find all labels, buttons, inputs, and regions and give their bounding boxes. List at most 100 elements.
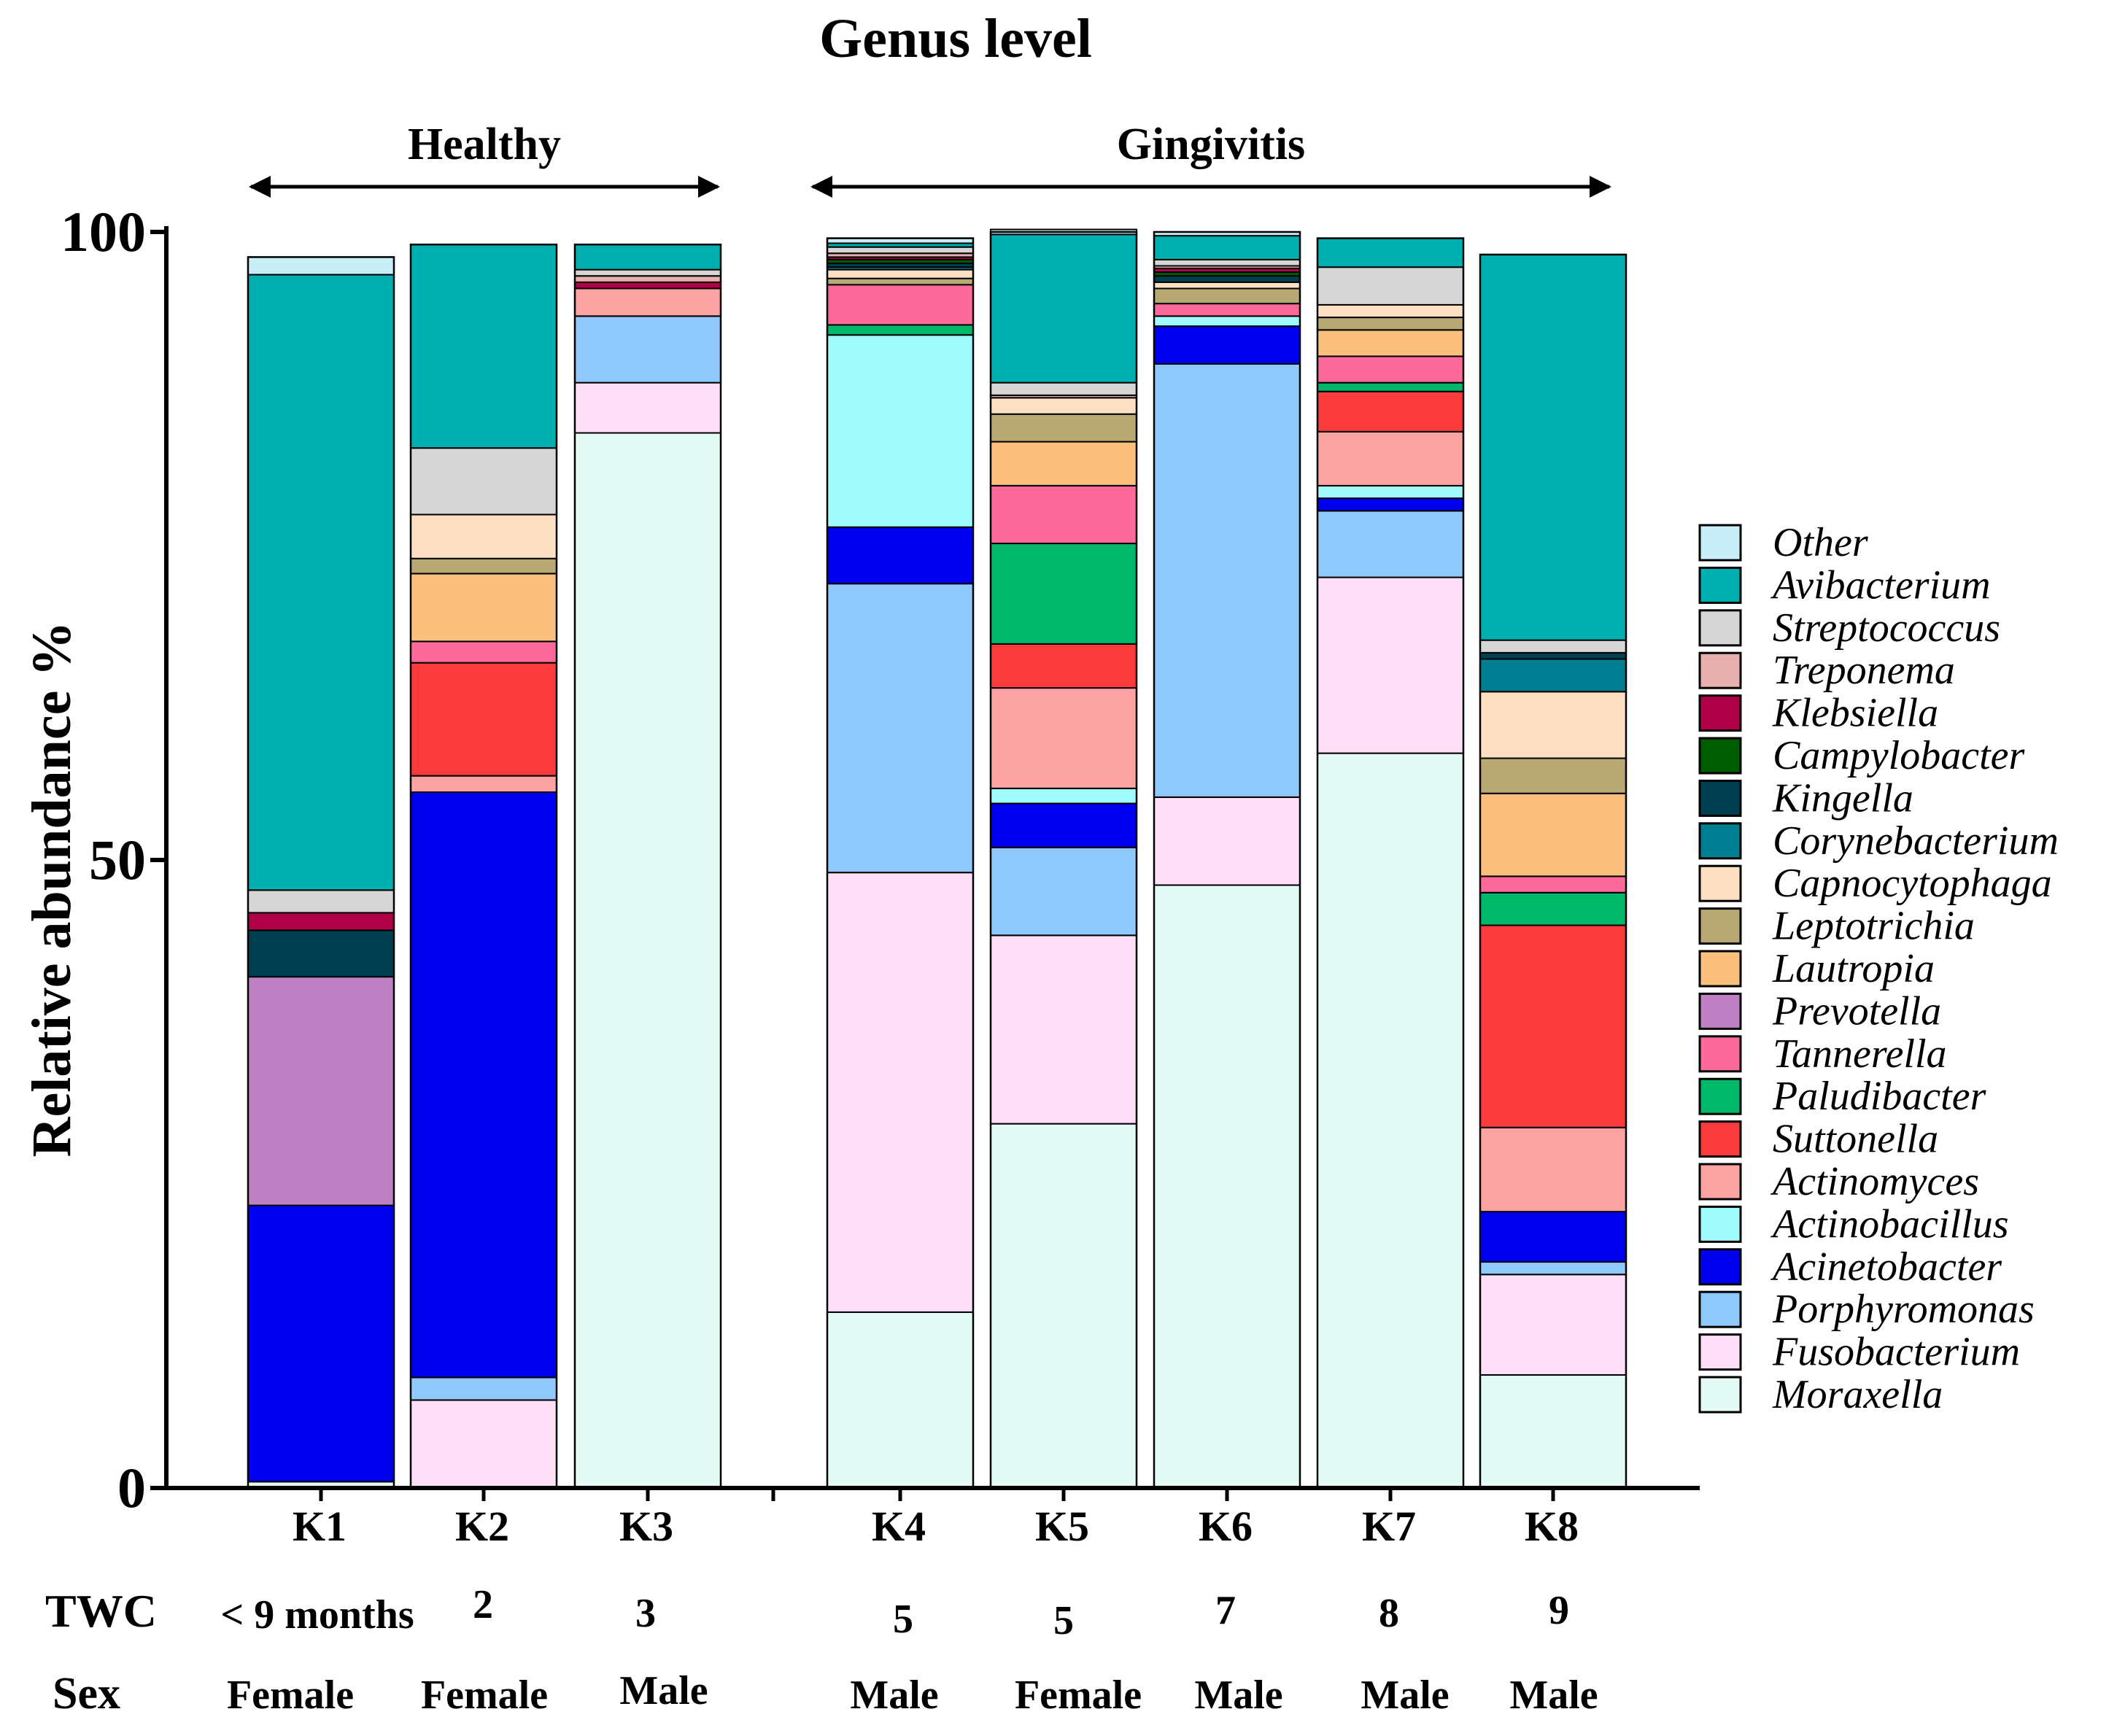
- legend-label-treponema: Treponema: [1773, 648, 1955, 693]
- bar-segment-k8-porphyromonas: [1479, 1261, 1627, 1276]
- bar-segment-k8-acinetobacter: [1479, 1211, 1627, 1263]
- bar-segment-k4-streptococcus: [827, 246, 974, 255]
- twc-value-k8: 9: [1549, 1588, 1569, 1633]
- legend-label-campylobacter: Campylobacter: [1773, 733, 2024, 778]
- bar-segment-k3-streptococcus: [574, 268, 721, 277]
- text-layer: Genus level Healthy Gingivitis 0 50 100 Relati…: [21, 8, 1598, 1718]
- bar-segment-k3-avibacterium: [574, 244, 721, 271]
- legend-label-paludibacter: Paludibacter: [1772, 1074, 1986, 1119]
- legend-swatch-treponema: [1698, 651, 1742, 689]
- bar-segment-k1-avibacterium: [247, 274, 395, 891]
- twc-value-k6: 7: [1215, 1588, 1236, 1633]
- sex-value-k7: Male: [1361, 1673, 1449, 1718]
- bar-segment-k2-avibacterium: [410, 244, 557, 449]
- bar-segment-k1-other: [247, 256, 395, 276]
- bar-segment-k7-capnocytophaga: [1317, 303, 1464, 319]
- bar-segment-k5-actinobacillus: [990, 787, 1137, 805]
- bar-segment-k5-capnocytophaga: [990, 397, 1137, 415]
- x-tick-label-k7: K7: [1362, 1503, 1416, 1550]
- legend-swatch-leptotrichia: [1698, 907, 1742, 945]
- bar-segment-k3-klebsiella: [574, 281, 721, 290]
- legend-label-capnocytophaga: Capnocytophaga: [1773, 861, 2052, 906]
- bar-segment-k7-lautropia: [1317, 329, 1464, 357]
- y-tick-label-0: 0: [117, 1456, 146, 1519]
- bar-segment-k7-acinetobacter: [1317, 497, 1464, 512]
- legend-swatch-fusobacterium: [1698, 1333, 1742, 1371]
- y-axis-label: Relative abundance %: [21, 621, 82, 1158]
- x-tick-label-k3: K3: [619, 1503, 673, 1550]
- bar-segment-k8-actinomyces: [1479, 1126, 1627, 1213]
- y-tick-label-100: 100: [61, 200, 146, 263]
- bar-segment-k6-tannerella: [1153, 303, 1301, 317]
- axes-layer: [150, 176, 1700, 1501]
- bar-segment-k6-porphyromonas: [1153, 363, 1301, 798]
- legend-label-lautropia: Lautropia: [1772, 946, 1935, 991]
- bar-segment-k2-actinomyces: [410, 775, 557, 794]
- legend-label-fusobacterium: Fusobacterium: [1772, 1330, 2020, 1375]
- bar-segment-k1-prevotella: [247, 976, 395, 1206]
- bar-segment-k1-acinetobacter: [247, 1204, 395, 1483]
- twc-row-label: TWC: [45, 1585, 157, 1637]
- legend-label-actinobacillus: Actinobacillus: [1770, 1201, 2009, 1247]
- legend-label-kingella: Kingella: [1772, 775, 1913, 821]
- bar-segment-k3-porphyromonas: [574, 315, 721, 384]
- twc-value-k5: 5: [1053, 1598, 1074, 1643]
- legend-label-acinetobacter: Acinetobacter: [1770, 1244, 2002, 1290]
- bar-segment-k7-actinomyces: [1317, 430, 1464, 487]
- legend-label-actinomyces: Actinomyces: [1770, 1159, 1979, 1204]
- legend-swatch-moraxella: [1698, 1376, 1742, 1414]
- bar-segment-k4-tannerella: [827, 284, 974, 326]
- bar-segment-k4-fusobacterium: [827, 872, 974, 1313]
- legend-label-streptococcus: Streptococcus: [1773, 605, 2000, 651]
- bar-segment-k6-acinetobacter: [1153, 325, 1301, 365]
- bar-segment-k4-acinetobacter: [827, 526, 974, 585]
- bar-segment-k7-actinobacillus: [1317, 484, 1464, 500]
- bar-segment-k4-leptotrichia: [827, 277, 974, 286]
- bar-segment-k7-streptococcus: [1317, 266, 1464, 306]
- bar-segment-k1-streptococcus: [247, 889, 395, 914]
- legend-swatch-paludibacter: [1698, 1077, 1742, 1115]
- sex-row-label: Sex: [53, 1669, 120, 1718]
- bar-segment-k8-kingella: [1479, 651, 1627, 660]
- bar-segment-k7-suttonella: [1317, 390, 1464, 433]
- bar-segment-k7-moraxella: [1317, 752, 1464, 1489]
- bar-segment-k5-lautropia: [990, 441, 1137, 487]
- bar-segment-k8-avibacterium: [1479, 253, 1627, 641]
- bar-segment-k5-porphyromonas: [990, 846, 1137, 937]
- bar-segment-k5-suttonella: [990, 643, 1137, 689]
- legend-swatch-suttonella: [1698, 1120, 1742, 1158]
- bar-segment-k2-acinetobacter: [410, 791, 557, 1379]
- legend-label-klebsiella: Klebsiella: [1772, 691, 1938, 736]
- bar-segment-k6-avibacterium: [1153, 235, 1301, 260]
- legend-swatch-actinobacillus: [1698, 1205, 1742, 1243]
- bar-segment-k3-actinomyces: [574, 287, 721, 317]
- bar-segment-k6-fusobacterium: [1153, 796, 1301, 886]
- x-tick-label-k6: K6: [1199, 1503, 1253, 1550]
- legend-swatch-acinetobacter: [1698, 1248, 1742, 1286]
- bar-segment-k6-actinobacillus: [1153, 315, 1301, 328]
- legend-label-leptotrichia: Leptotrichia: [1772, 904, 1975, 949]
- legend-label-moraxella: Moraxella: [1772, 1372, 1943, 1417]
- bar-segment-k5-acinetobacter: [990, 802, 1137, 848]
- sex-value-k1: Female: [227, 1673, 354, 1718]
- bar-segment-k6-leptotrichia: [1153, 287, 1301, 305]
- legend-swatch-klebsiella: [1698, 694, 1742, 732]
- legend-swatch-porphyromonas: [1698, 1290, 1742, 1328]
- legend-label-avibacterium: Avibacterium: [1770, 562, 1991, 608]
- bar-segment-k1-kingella: [247, 929, 395, 978]
- twc-value-k4: 5: [893, 1597, 913, 1642]
- sex-value-k4: Male: [850, 1673, 938, 1718]
- bar-segment-k8-suttonella: [1479, 924, 1627, 1128]
- bar-segment-k5-avibacterium: [990, 233, 1137, 384]
- legend-label-corynebacterium: Corynebacterium: [1773, 818, 2059, 864]
- bar-segment-k2-leptotrichia: [410, 557, 557, 575]
- x-tick-label-k5: K5: [1035, 1503, 1089, 1550]
- x-tick-label-k1: K1: [293, 1503, 347, 1550]
- legend-label-porphyromonas: Porphyromonas: [1772, 1287, 2035, 1332]
- bar-segment-k2-tannerella: [410, 640, 557, 664]
- group-label-gingivitis: Gingivitis: [1117, 120, 1305, 169]
- bar-segment-k7-fusobacterium: [1317, 576, 1464, 754]
- bar-segment-k7-tannerella: [1317, 355, 1464, 384]
- bar-segment-k8-leptotrichia: [1479, 757, 1627, 794]
